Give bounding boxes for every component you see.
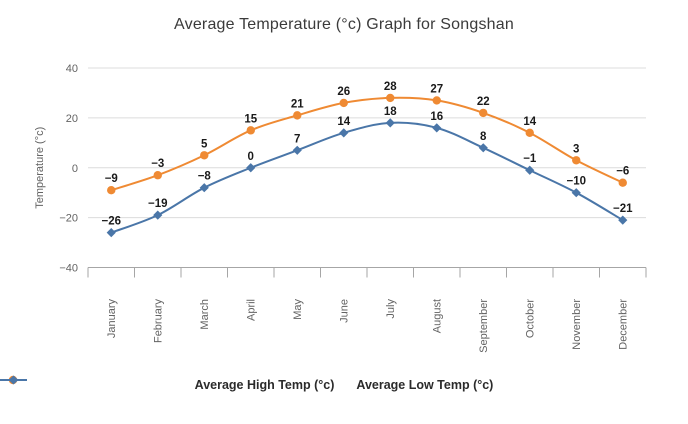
data-label: 3 xyxy=(573,143,579,155)
x-tick-label: January xyxy=(106,299,118,339)
data-point[interactable] xyxy=(386,93,395,103)
data-label: 27 xyxy=(430,83,443,95)
x-tick-label: August xyxy=(431,299,443,333)
x-tick-label: February xyxy=(152,299,164,344)
legend-item-low[interactable]: Average Low Temp (°c) xyxy=(0,375,494,392)
data-point[interactable] xyxy=(571,188,581,198)
data-label: 15 xyxy=(244,113,257,125)
series-line-high xyxy=(110,96,624,192)
data-label: −8 xyxy=(198,171,212,183)
data-point[interactable] xyxy=(200,151,209,160)
chart-legend: Average High Temp (°c) Average Low Temp … xyxy=(0,375,688,395)
y-axis-title: Temperature (°c) xyxy=(34,127,46,209)
legend-label-high: Average High Temp (°c) xyxy=(194,378,335,392)
y-tick-label: −20 xyxy=(59,213,78,225)
data-point[interactable] xyxy=(618,178,627,187)
data-point[interactable] xyxy=(432,96,441,105)
x-tick-label: March xyxy=(199,299,211,330)
series-line-low xyxy=(110,121,624,234)
x-tick-label: April xyxy=(245,299,257,321)
data-point[interactable] xyxy=(339,128,349,138)
data-label: −10 xyxy=(566,176,586,188)
data-point[interactable] xyxy=(339,98,348,108)
data-label: 16 xyxy=(430,111,443,123)
y-tick-label: 0 xyxy=(72,163,78,175)
data-label: 21 xyxy=(291,98,304,110)
data-label: 14 xyxy=(523,116,536,128)
x-tick-label: October xyxy=(524,299,536,338)
data-point[interactable] xyxy=(525,165,535,175)
data-point[interactable] xyxy=(199,183,209,193)
data-point[interactable] xyxy=(153,210,163,220)
data-label: −26 xyxy=(101,216,121,228)
y-tick-label: 20 xyxy=(66,113,78,125)
x-tick-label: September xyxy=(478,299,490,353)
data-point[interactable] xyxy=(385,118,395,128)
data-label: −1 xyxy=(523,153,537,165)
data-point[interactable] xyxy=(246,163,256,173)
y-tick-label: −40 xyxy=(59,263,78,275)
x-tick-label: December xyxy=(617,299,629,350)
y-tick-label: 40 xyxy=(66,63,78,75)
data-label: 5 xyxy=(201,138,208,150)
data-label: 26 xyxy=(337,86,350,98)
data-point[interactable] xyxy=(479,108,488,118)
data-label: −19 xyxy=(148,198,168,210)
legend-item-high[interactable]: Average High Temp (°c) xyxy=(0,375,335,392)
data-label: −21 xyxy=(613,203,633,215)
data-label: 28 xyxy=(384,81,397,93)
x-tick-label: June xyxy=(338,299,350,323)
data-point[interactable] xyxy=(432,123,442,133)
data-point[interactable] xyxy=(572,156,581,165)
data-point[interactable] xyxy=(292,145,302,155)
chart-title: Average Temperature (°c) Graph for Songs… xyxy=(174,16,514,33)
x-tick-label: November xyxy=(571,299,583,350)
data-label: 22 xyxy=(477,96,490,108)
data-point[interactable] xyxy=(246,126,255,135)
data-label: 0 xyxy=(248,151,254,163)
data-label: 14 xyxy=(337,116,350,128)
data-label: −6 xyxy=(616,166,629,178)
data-label: −3 xyxy=(151,158,164,170)
data-point[interactable] xyxy=(106,227,116,238)
data-point[interactable] xyxy=(618,215,628,225)
data-point[interactable] xyxy=(478,143,488,153)
data-point[interactable] xyxy=(153,171,162,180)
legend-label-low: Average Low Temp (°c) xyxy=(356,378,494,392)
x-tick-label: May xyxy=(292,299,304,320)
data-label: 7 xyxy=(294,133,300,145)
data-point[interactable] xyxy=(525,128,534,138)
data-label: −9 xyxy=(105,173,118,185)
data-point[interactable] xyxy=(293,111,302,120)
x-tick-label: July xyxy=(385,299,397,319)
data-point[interactable] xyxy=(107,185,116,195)
data-label: 18 xyxy=(384,106,397,118)
line-diamond-marker-icon xyxy=(0,375,27,385)
data-label: 8 xyxy=(480,131,487,143)
